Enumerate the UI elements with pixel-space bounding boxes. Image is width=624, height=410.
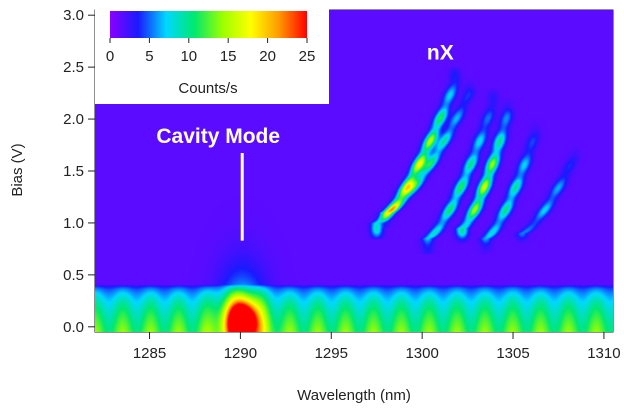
annotations: Cavity Mode nX (156, 42, 454, 241)
y-tick-label: 0.5 (63, 267, 84, 284)
colorbar-gradient (110, 11, 307, 38)
colorbar-tick-label: 25 (299, 48, 316, 65)
y-axis: 0.0 0.5 1.0 1.5 2.0 2.5 3.0 (63, 7, 95, 336)
x-tick-label: 1310 (587, 345, 620, 362)
x-tick-label: 1290 (224, 345, 257, 362)
y-tick-label: 1.5 (63, 163, 84, 180)
colorbar-tick-label: 0 (106, 48, 114, 65)
nx-annotation: nX (427, 42, 454, 65)
colorbar-tick-label: 5 (145, 48, 153, 65)
x-axis-label: Wavelength (nm) (297, 387, 411, 404)
y-tick-label: 3.0 (63, 7, 84, 24)
y-tick-label: 1.0 (63, 215, 84, 232)
colorbar-legend: 0 5 10 15 20 25 Counts/s (95, 0, 329, 104)
x-tick-label: 1285 (133, 345, 166, 362)
y-tick-label: 0.0 (63, 319, 84, 336)
y-axis-label: Bias (V) (9, 143, 26, 196)
x-axis: 1285 1290 1295 1300 1305 1310 (133, 332, 621, 362)
x-tick-label: 1300 (405, 345, 438, 362)
colorbar-tick-label: 10 (180, 48, 197, 65)
x-tick-label: 1295 (315, 345, 348, 362)
y-tick-label: 2.5 (63, 59, 84, 76)
colorbar-tick-label: 15 (220, 48, 237, 65)
colorbar-title: Counts/s (178, 80, 237, 97)
cavity-mode-annotation: Cavity Mode (156, 125, 280, 148)
colorbar-tick-label: 20 (259, 48, 276, 65)
y-tick-label: 2.0 (63, 111, 84, 128)
x-tick-label: 1305 (496, 345, 529, 362)
